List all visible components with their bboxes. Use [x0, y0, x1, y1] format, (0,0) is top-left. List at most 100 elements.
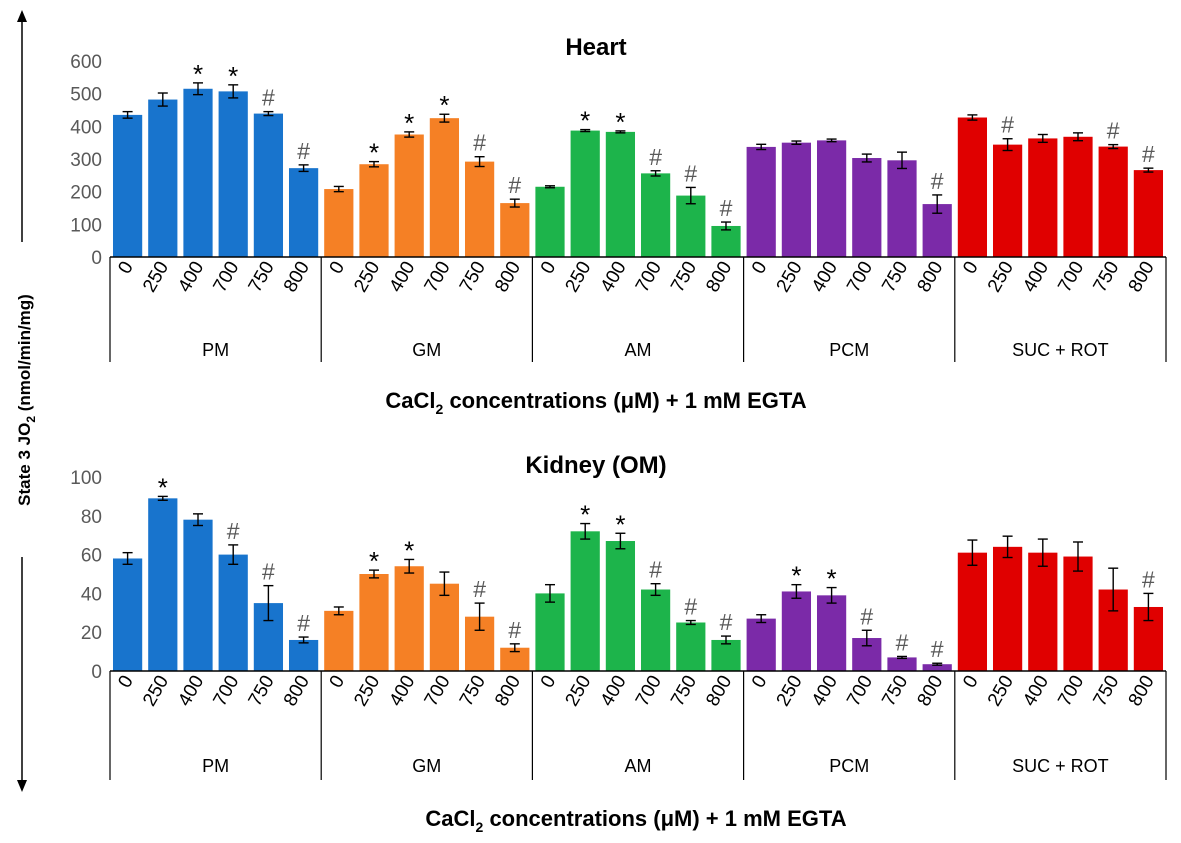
- kidney-bar: [183, 519, 213, 671]
- kidney-x-tick-label: 750: [1089, 672, 1123, 710]
- heart-bar: [1028, 138, 1058, 257]
- kidney-significance-mark: *: [369, 546, 379, 576]
- kidney-x-tick-label: 250: [350, 672, 384, 710]
- heart-x-tick-label: 400: [174, 258, 208, 296]
- kidney-x-tick-label: 400: [174, 672, 208, 710]
- kidney-x-axis-label-subscript: 2: [476, 819, 484, 835]
- heart-significance-mark: #: [931, 168, 944, 194]
- kidney-x-tick-label: 750: [456, 672, 490, 710]
- heart-x-tick-label: 250: [561, 258, 595, 296]
- heart-group-label: SUC + ROT: [1012, 340, 1109, 360]
- heart-significance-mark: *: [193, 59, 203, 89]
- kidney-bar: [429, 583, 460, 671]
- kidney-significance-mark: #: [860, 603, 873, 629]
- heart-significance-mark: *: [369, 138, 379, 168]
- heart-bar: [394, 134, 424, 257]
- heart-bar: [429, 118, 460, 258]
- heart-significance-mark: *: [615, 107, 625, 137]
- kidney-significance-mark: #: [508, 617, 521, 643]
- heart-y-tick-label: 200: [70, 183, 102, 204]
- heart-significance-mark: *: [228, 61, 238, 91]
- heart-bar: [640, 173, 671, 257]
- heart-y-tick-label: 0: [91, 248, 102, 269]
- heart-significance-mark: #: [1107, 118, 1120, 144]
- kidney-bar: [676, 622, 706, 671]
- kidney-x-tick-label: 800: [280, 672, 314, 710]
- kidney-group-label: PCM: [829, 756, 869, 776]
- kidney-x-tick-label: 250: [773, 672, 807, 710]
- heart-bar: [605, 131, 636, 257]
- kidney-x-tick-label: 700: [209, 672, 243, 710]
- kidney-x-tick-label: 800: [913, 672, 947, 710]
- heart-bar: [746, 146, 776, 257]
- heart-x-axis-label-subscript: 2: [436, 401, 444, 417]
- heart-x-tick-label: 400: [1019, 258, 1053, 296]
- kidney-x-tick-label: 750: [245, 672, 279, 710]
- kidney-bar: [535, 593, 565, 671]
- y-axis-label-subscript: 2: [24, 416, 38, 423]
- kidney-x-tick-label: 800: [491, 672, 525, 710]
- heart-significance-mark: #: [720, 195, 733, 221]
- heart-x-tick-label: 700: [421, 258, 455, 296]
- heart-x-tick-label: 250: [773, 258, 807, 296]
- kidney-bar: [1063, 556, 1093, 671]
- heart-x-tick-label: 0: [326, 258, 349, 278]
- kidney-x-tick-label: 0: [326, 672, 349, 692]
- heart-significance-mark: #: [649, 144, 662, 170]
- kidney-bar: [992, 546, 1023, 671]
- kidney-bar: [288, 639, 319, 671]
- heart-x-tick-label: 0: [537, 258, 560, 278]
- down-arrow-icon: [17, 780, 27, 792]
- heart-x-tick-label: 700: [209, 258, 243, 296]
- kidney-bar: [218, 554, 248, 671]
- kidney-x-axis-label-rest: concentrations (μM) + 1 mM EGTA: [483, 806, 846, 831]
- kidney-bar: [500, 647, 530, 671]
- kidney-group-label: GM: [412, 756, 441, 776]
- kidney-bar: [887, 657, 917, 671]
- kidney-bar: [148, 498, 178, 671]
- y-axis-label-group: State 3 JO2 (nmol/min/mg): [15, 10, 38, 792]
- heart-x-tick-label: 750: [456, 258, 490, 296]
- heart-x-tick-label: 800: [491, 258, 525, 296]
- kidney-bar: [922, 664, 952, 671]
- kidney-bar: [957, 552, 988, 671]
- kidney-bar: [112, 558, 143, 671]
- kidney-x-tick-label: 700: [1054, 672, 1088, 710]
- kidney-significance-mark: #: [931, 636, 944, 662]
- heart-group-label: GM: [412, 340, 441, 360]
- kidney-y-tick-label: 20: [81, 623, 102, 644]
- heart-bar: [781, 142, 812, 257]
- kidney-significance-mark: *: [827, 564, 837, 594]
- kidney-y-tick-label: 0: [91, 662, 102, 683]
- heart-x-axis-label: CaCl2 concentrations (μM) + 1 mM EGTA: [385, 388, 806, 417]
- heart-y-tick-label: 300: [70, 150, 102, 171]
- heart-bar: [570, 130, 600, 257]
- y-axis-label-units: (nmol/min/mg): [15, 294, 34, 416]
- heart-x-tick-label: 400: [597, 258, 631, 296]
- kidney-group-label: PM: [202, 756, 229, 776]
- heart-bar: [359, 164, 389, 257]
- kidney-bar: [816, 595, 847, 671]
- kidney-significance-mark: #: [896, 629, 909, 655]
- kidney-significance-mark: #: [473, 576, 486, 602]
- kidney-significance-mark: #: [262, 559, 275, 585]
- up-arrow-icon: [17, 10, 27, 22]
- heart-significance-mark: #: [473, 130, 486, 156]
- heart-significance-mark: *: [580, 106, 590, 136]
- heart-significance-mark: #: [262, 85, 275, 111]
- heart-x-tick-label: 750: [245, 258, 279, 296]
- heart-x-tick-label: 400: [385, 258, 419, 296]
- kidney-significance-mark: #: [720, 609, 733, 635]
- kidney-x-tick-label: 400: [808, 672, 842, 710]
- kidney-bar: [324, 610, 354, 671]
- heart-bar: [464, 161, 495, 257]
- kidney-x-tick-label: 800: [702, 672, 736, 710]
- heart-bar: [1133, 170, 1164, 257]
- kidney-bar: [570, 531, 600, 671]
- kidney-x-tick-label: 250: [561, 672, 595, 710]
- heart-x-tick-label: 800: [913, 258, 947, 296]
- heart-x-tick-label: 250: [350, 258, 384, 296]
